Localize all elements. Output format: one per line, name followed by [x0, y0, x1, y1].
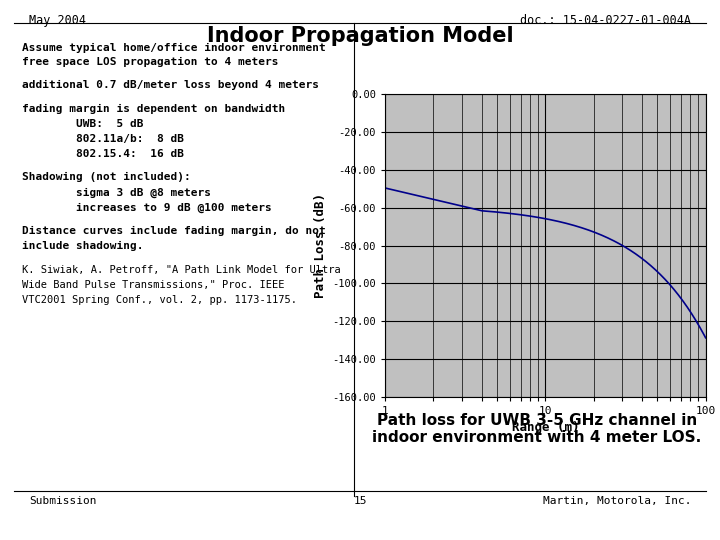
Text: VTC2001 Spring Conf., vol. 2, pp. 1173-1175.: VTC2001 Spring Conf., vol. 2, pp. 1173-1… — [22, 295, 297, 305]
Text: Shadowing (not included):: Shadowing (not included): — [22, 172, 190, 183]
Text: Indoor Propagation Model: Indoor Propagation Model — [207, 26, 513, 46]
Text: additional 0.7 dB/meter loss beyond 4 meters: additional 0.7 dB/meter loss beyond 4 me… — [22, 80, 319, 90]
Text: include shadowing.: include shadowing. — [22, 241, 143, 251]
Text: sigma 3 dB @8 meters: sigma 3 dB @8 meters — [22, 187, 210, 198]
Text: Wide Band Pulse Transmissions," Proc. IEEE: Wide Band Pulse Transmissions," Proc. IE… — [22, 280, 284, 290]
Text: Assume typical home/office indoor environment: Assume typical home/office indoor enviro… — [22, 43, 325, 53]
Text: 802.15.4:  16 dB: 802.15.4: 16 dB — [22, 149, 184, 159]
Y-axis label: Path Loss (dB): Path Loss (dB) — [314, 193, 327, 298]
Text: increases to 9 dB @100 meters: increases to 9 dB @100 meters — [22, 202, 271, 213]
Text: fading margin is dependent on bandwidth: fading margin is dependent on bandwidth — [22, 104, 285, 113]
X-axis label: Range (m): Range (m) — [512, 422, 579, 435]
Text: K. Siwiak, A. Petroff, "A Path Link Model for Ultra: K. Siwiak, A. Petroff, "A Path Link Mode… — [22, 265, 341, 275]
Text: 15: 15 — [354, 496, 366, 506]
Text: May 2004: May 2004 — [29, 14, 86, 27]
Text: Martin, Motorola, Inc.: Martin, Motorola, Inc. — [543, 496, 691, 506]
Text: Path loss for UWB 3-5 GHz channel in
indoor environment with 4 meter LOS.: Path loss for UWB 3-5 GHz channel in ind… — [372, 413, 702, 446]
Text: 802.11a/b:  8 dB: 802.11a/b: 8 dB — [22, 134, 184, 144]
Text: Distance curves include fading margin, do not: Distance curves include fading margin, d… — [22, 226, 325, 236]
Text: Submission: Submission — [29, 496, 96, 506]
Text: doc.: 15-04-0227-01-004A: doc.: 15-04-0227-01-004A — [520, 14, 691, 27]
Text: UWB:  5 dB: UWB: 5 dB — [22, 119, 143, 129]
Text: free space LOS propagation to 4 meters: free space LOS propagation to 4 meters — [22, 57, 278, 67]
